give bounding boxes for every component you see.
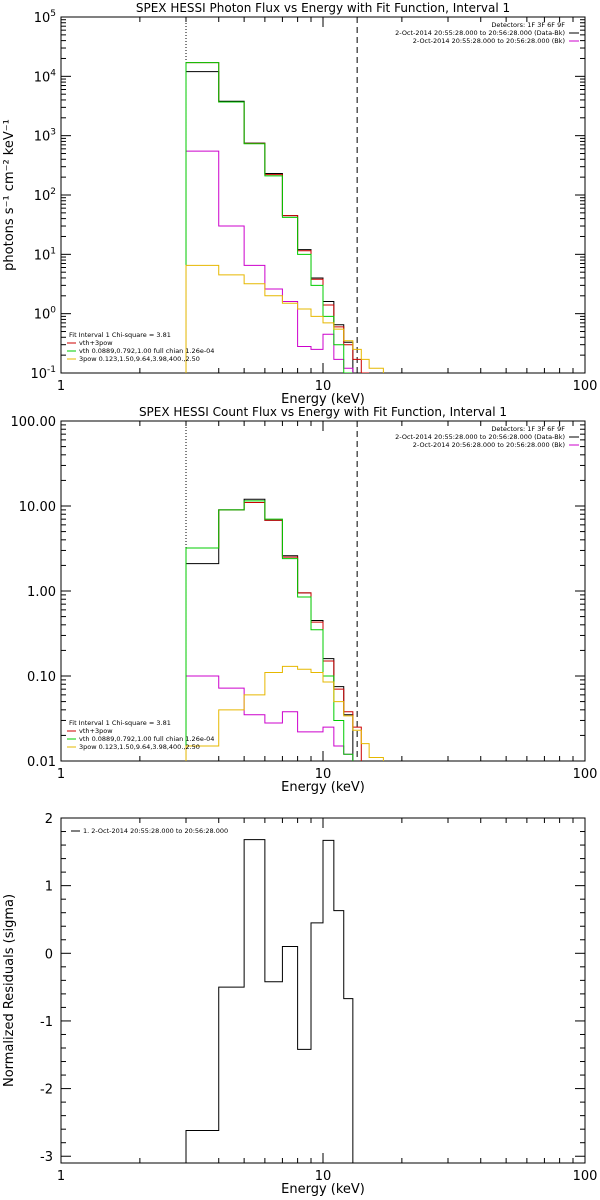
plot-frame bbox=[60, 420, 586, 762]
y-tick-label: -1 bbox=[40, 1015, 53, 1030]
y-tick-label: 100 bbox=[34, 306, 57, 323]
info-entry: Detectors: 1F 3F 6F 9F bbox=[491, 21, 565, 29]
fit-legend-entry: 3pow 0.123,1.50,9.64,3.98,400.,2.50 bbox=[79, 355, 200, 363]
x-axis: 1 10 100 bbox=[57, 421, 598, 782]
fit-legend-entry: Fit Interval 1 Chi-square = 3.81 bbox=[69, 719, 171, 727]
info-legend: Detectors: 1F 3F 6F 9F2-Oct-2014 20:55:2… bbox=[395, 425, 579, 449]
y-axis-label: photons s⁻¹ cm⁻² keV⁻¹ bbox=[2, 119, 17, 271]
y-tick-label: 10.00 bbox=[19, 500, 56, 515]
x-tick-label: 1 bbox=[57, 379, 65, 394]
y-tick-label: 105 bbox=[34, 9, 56, 26]
fit-legend-entry: vth+3pow bbox=[79, 339, 113, 347]
series-1 bbox=[185, 150, 354, 373]
panel-photon: SPEX HESSI Photon Flux vs Energy with Fi… bbox=[2, 1, 597, 407]
fit-legend-entry: vth 0.0889,0.792,1.00 full chian 1.26e-0… bbox=[79, 347, 214, 355]
x-tick-label: 100 bbox=[573, 379, 598, 394]
y-tick-label: 100.00 bbox=[11, 415, 57, 430]
x-tick-label: 100 bbox=[573, 767, 598, 782]
y-tick-label: 0.10 bbox=[27, 670, 56, 685]
x-tick-label: 10 bbox=[315, 1169, 332, 1184]
series-3 bbox=[185, 62, 353, 373]
series-0 bbox=[185, 839, 354, 1163]
series-0 bbox=[185, 498, 354, 761]
y-axis: 0.01 0.10 1.00 10.00 100.00 bbox=[11, 415, 585, 770]
y-tick-label: -2 bbox=[40, 1083, 53, 1098]
y-tick-label: 0.01 bbox=[27, 755, 56, 770]
x-tick-label: 1 bbox=[57, 767, 65, 782]
series-0 bbox=[185, 71, 354, 373]
chart-title: SPEX HESSI Photon Flux vs Energy with Fi… bbox=[136, 1, 510, 15]
series-group bbox=[185, 498, 384, 761]
x-tick-label: 10 bbox=[315, 767, 332, 782]
info-entry: 2-Oct-2014 20:55:28.000 to 20:56:28.000 … bbox=[395, 433, 565, 441]
x-tick-label: 100 bbox=[573, 1169, 598, 1184]
y-tick-label: 103 bbox=[34, 128, 56, 145]
y-tick-label: 102 bbox=[34, 187, 56, 204]
info-legend: Detectors: 1F 3F 6F 9F2-Oct-2014 20:55:2… bbox=[395, 21, 579, 45]
x-tick-label: 1 bbox=[57, 1169, 65, 1184]
y-tick-label: 104 bbox=[34, 68, 57, 85]
fit-legend: 1. 2-Oct-2014 20:55:28.000 to 20:56:28.0… bbox=[71, 827, 228, 835]
fit-legend-entry: 1. 2-Oct-2014 20:55:28.000 to 20:56:28.0… bbox=[83, 827, 228, 835]
y-tick-label: 1 bbox=[45, 880, 53, 895]
fit-legend-entry: Fit Interval 1 Chi-square = 3.81 bbox=[69, 331, 171, 339]
chart-title: SPEX HESSI Count Flux vs Energy with Fit… bbox=[139, 405, 507, 419]
series-2 bbox=[185, 501, 362, 761]
y-axis-label: Normalized Residuals (sigma) bbox=[2, 894, 17, 1087]
y-tick-label: 2 bbox=[45, 812, 53, 827]
series-group bbox=[185, 839, 354, 1163]
panel-count: SPEX HESSI Count Flux vs Energy with Fit… bbox=[11, 405, 598, 795]
fit-legend: Fit Interval 1 Chi-square = 3.81vth+3pow… bbox=[67, 331, 214, 363]
x-axis-label: Energy (keV) bbox=[281, 780, 365, 795]
info-entry: 2-Oct-2014 20:55:28.000 to 20:56:28.000 … bbox=[413, 37, 565, 45]
series-group bbox=[185, 62, 397, 373]
x-axis-label: Energy (keV) bbox=[281, 392, 365, 407]
y-tick-label: 1.00 bbox=[27, 585, 56, 600]
panel-resid: 1 10 100 Energy (keV) -3 -2 -1 0 1 2 Normalized Re… bbox=[2, 812, 597, 1197]
info-entry: 2-Oct-2014 20:55:28.000 to 20:56:28.000 … bbox=[395, 29, 565, 37]
x-axis: 1 10 100 bbox=[57, 17, 598, 394]
y-tick-label: 10-1 bbox=[30, 365, 56, 382]
x-axis-label: Energy (keV) bbox=[281, 1182, 365, 1197]
y-tick-label: 0 bbox=[45, 947, 53, 962]
y-tick-label: -3 bbox=[40, 1150, 53, 1165]
series-4 bbox=[185, 264, 397, 373]
fit-legend-entry: vth 0.0889,0.792,1.00 full chian 1.26e-0… bbox=[79, 735, 214, 743]
series-2 bbox=[185, 62, 370, 373]
fit-legend: Fit Interval 1 Chi-square = 3.81vth+3pow… bbox=[67, 719, 214, 751]
x-tick-label: 10 bbox=[315, 379, 332, 394]
series-3 bbox=[185, 500, 354, 761]
info-entry: Detectors: 1F 3F 6F 9F bbox=[491, 425, 565, 433]
fit-legend-entry: 3pow 0.123,1.50,9.64,3.98,400.,2.50 bbox=[79, 743, 200, 751]
info-entry: 2-Oct-2014 20:56:28.000 to 20:56:28.000 … bbox=[413, 441, 565, 449]
series-1 bbox=[185, 675, 354, 761]
series-4 bbox=[185, 665, 384, 761]
y-axis: 10-1 100 101 102 103 104 105 bbox=[30, 9, 585, 382]
x-axis: 1 10 100 bbox=[57, 818, 598, 1184]
y-tick-label: 101 bbox=[34, 246, 56, 263]
fit-legend-entry: vth+3pow bbox=[79, 727, 113, 735]
y-axis: -3 -2 -1 0 1 2 bbox=[40, 812, 585, 1165]
